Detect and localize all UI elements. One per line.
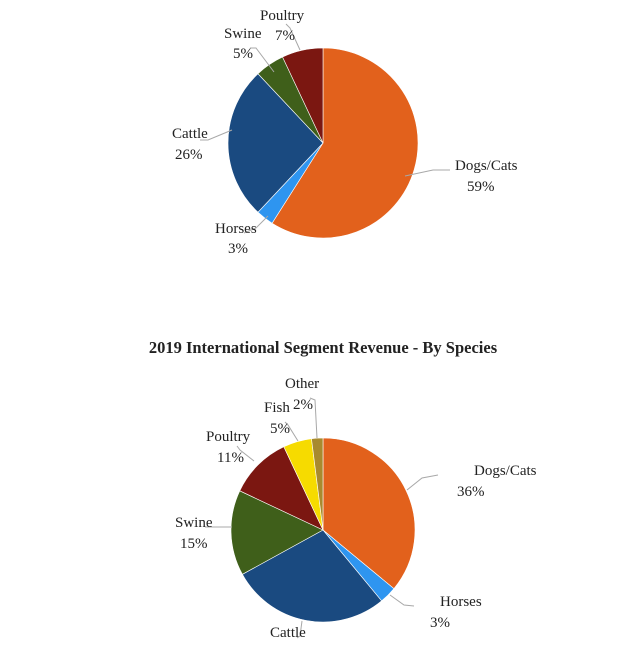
slice-percent-dogs-cats: 36% — [457, 484, 485, 500]
slice-percent-swine: 15% — [180, 536, 208, 552]
pie-chart-2-title: 2019 International Segment Revenue - By … — [149, 338, 498, 357]
slice-label-other: Other — [285, 376, 319, 392]
slice-percent-dogs-cats: 59% — [467, 179, 495, 195]
leader-line-horses — [389, 594, 415, 607]
slice-label-cattle: Cattle — [172, 126, 208, 142]
leader-line-other — [309, 397, 318, 439]
slice-label-dogs-cats: Dogs/Cats — [474, 463, 537, 479]
leader-line-dogs-cats — [406, 474, 439, 491]
slice-percent-horses: 3% — [430, 615, 450, 631]
leader-line-poultry — [285, 23, 301, 51]
leader-line-cattle — [200, 129, 233, 141]
slice-label-poultry: Poultry — [206, 429, 251, 445]
slice-percent-poultry: 7% — [275, 28, 295, 44]
slice-percent-fish: 5% — [270, 421, 290, 437]
pie-slice-dogs-cats — [271, 47, 419, 239]
leader-line-dogs-cats — [404, 169, 450, 177]
pie-chart-1: Dogs/Cats 59% Horses 3% Cattle 26% Swine 5% Poul… — [172, 8, 518, 257]
slice-percent-other: 2% — [293, 397, 313, 413]
slice-percent-horses: 3% — [228, 241, 248, 257]
slice-label-horses: Horses — [215, 221, 257, 237]
leader-line-poultry — [236, 445, 255, 462]
pie-slice-other — [311, 437, 324, 531]
leader-line-horses — [243, 215, 269, 234]
leader-line-fish — [284, 421, 299, 442]
leader-line-cattle — [296, 620, 303, 639]
slice-label-horses: Horses — [440, 594, 482, 610]
pie-slice-cattle — [241, 529, 383, 623]
pie-slice-cattle — [227, 73, 324, 213]
slice-percent-cattle: 26% — [175, 147, 203, 163]
pie-slice-dogs-cats — [322, 437, 416, 590]
pie-slice-poultry — [282, 47, 324, 144]
slice-label-dogs-cats: Dogs/Cats — [455, 158, 518, 174]
slice-label-swine: Swine — [175, 515, 213, 531]
slice-label-cattle: Cattle — [270, 625, 306, 641]
pie-chart-2: Dogs/Cats 36% Horses 3% Cattle Swine 15% Poultr… — [175, 376, 537, 641]
slice-percent-poultry: 11% — [217, 450, 244, 466]
pie-slice-swine — [230, 490, 324, 575]
leader-line-swine — [250, 47, 275, 73]
slice-label-fish: Fish — [264, 400, 290, 416]
slice-label-poultry: Poultry — [260, 8, 305, 24]
slice-percent-swine: 5% — [233, 46, 253, 62]
slice-label-swine: Swine — [224, 26, 262, 42]
